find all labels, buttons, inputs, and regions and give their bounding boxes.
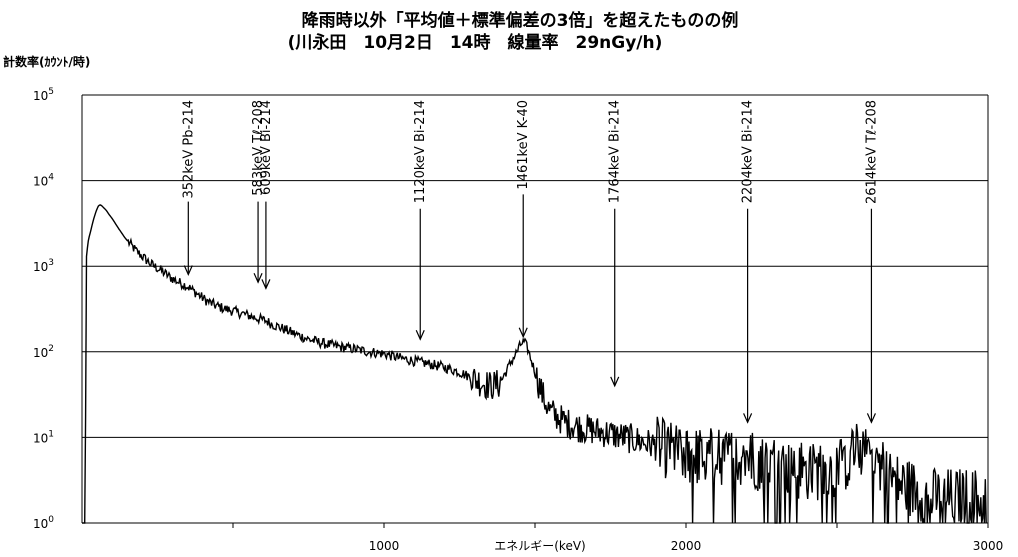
y-tick-label: 104 [33,173,54,189]
annotation-label: 1120keV Bi-214 [413,100,428,203]
x-tick-label: 2000 [671,539,702,553]
y-axis-label: 計数率(ｶｳﾝﾄ/時) [3,54,90,69]
chart-title: 降雨時以外「平均値＋標準偏差の3倍」を超えたものの例 [302,10,739,31]
y-tick-labels: 100 101 102 103 104 105 [33,87,54,531]
annotation-label: 583keV Tℓ-208 [251,100,266,196]
annotation-label: 1764keV Bi-214 [608,100,623,203]
spectrum-series [82,204,987,524]
x-tick-labels: 1000 2000 3000 [369,539,1004,553]
chart-subtitle: (川永田 10月2日 14時 線量率 29nGy/h) [288,32,663,53]
spectrum-line [82,204,987,524]
annotation-arrow-head [518,327,528,339]
y-tick-label: 103 [33,258,54,274]
y-tick-label: 100 [33,515,54,531]
y-tick-label: 101 [33,429,54,445]
annotation-arrow-head [610,376,620,388]
annotation-label: 352keV Pb-214 [181,100,196,199]
gridlines [82,94,988,524]
annotation-arrow-head [866,413,876,424]
annotation-arrow-head [261,279,271,290]
x-tick-label: 3000 [973,539,1004,553]
annotation-label: 1461keV K-40 [516,100,531,190]
annotation-arrow-head [743,413,753,424]
annotation-arrow-head [253,272,263,284]
y-tick-label: 105 [33,87,54,103]
y-tick-label: 102 [33,344,54,360]
annotation-arrow-head [415,330,425,341]
annotation-label: 609keV Bi-214 [259,100,274,195]
x-axis-label: エネルギー(keV) [494,539,585,553]
annotation-label: 2614keV Tℓ-208 [864,100,879,204]
annotation-arrow-head [183,265,193,276]
annotation-label: 2204keV Bi-214 [741,100,756,203]
axes [81,95,989,528]
x-tick-label: 1000 [369,539,400,553]
